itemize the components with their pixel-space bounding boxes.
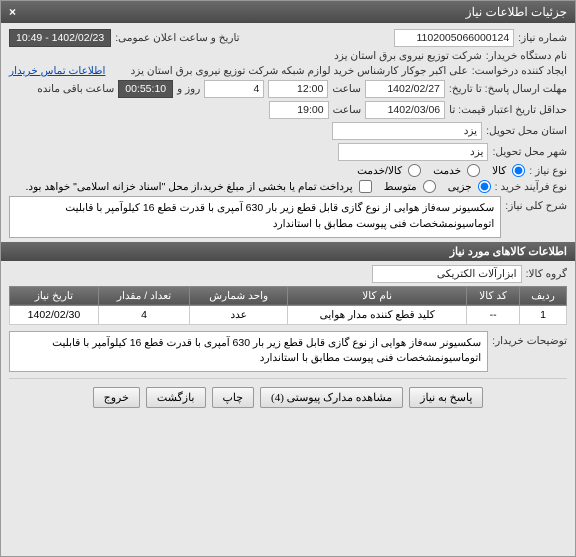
window: جزئیات اطلاعات نیاز × شماره نیاز: 110200… [0,0,576,557]
group-label: گروه کالا: [526,268,567,280]
creator-value: علی اکبر جوکار کارشناس خرید لوازم شبکه ش… [109,65,467,77]
col-row: ردیف [520,286,567,305]
window-title: جزئیات اطلاعات نیاز [466,5,567,19]
table-header-row: ردیف کد کالا نام کالا واحد شمارش تعداد /… [10,286,567,305]
group-value: ابزارآلات الکتریکی [372,265,522,283]
desc-value: سکسیونر سه‌فاز هوایی از نوع گازی قابل قط… [9,196,501,238]
loc-value: یزد [332,122,482,140]
type-both-label: کالا/خدمت [357,165,402,177]
print-button[interactable]: چاپ [212,387,255,408]
contact-link[interactable]: اطلاعات تماس خریدار [9,65,105,77]
days-label: روز و [177,83,200,95]
need-no-label: شماره نیاز: [518,32,567,44]
proc-partial-label: جزیی [448,181,472,193]
deadline-hour: 12:00 [268,80,328,98]
need-no-value: 1102005066000124 [394,29,514,47]
remain-label: ساعت باقی مانده [37,83,114,95]
cell-row: 1 [520,305,567,324]
hour-label-1: ساعت [332,83,361,95]
table-row[interactable]: 1 -- کلید قطع کننده مدار هوایی عدد 4 140… [10,305,567,324]
back-button[interactable]: بازگشت [146,387,206,408]
type-goods-radio[interactable] [512,164,525,177]
proc-medium-label: متوسط [384,181,417,193]
attach-button[interactable]: مشاهده مدارک پیوستی (4) [260,387,403,408]
col-date: تاریخ نیاز [10,286,99,305]
cell-name: کلید قطع کننده مدار هوایی [288,305,467,324]
proc-medium-radio[interactable] [423,180,436,193]
items-table: ردیف کد کالا نام کالا واحد شمارش تعداد /… [9,286,567,325]
pay-note: پرداخت تمام یا بخشی از مبلغ خرید،از محل … [26,181,353,193]
deadline-label: مهلت ارسال پاسخ: تا تاریخ: [449,83,567,95]
buyer-note-value: سکسیونر سه‌فاز هوایی از نوع گازی قابل قط… [9,331,488,373]
deadline-date: 1402/02/27 [365,80,445,98]
type-service-label: خدمت [433,165,461,177]
cell-unit: عدد [190,305,288,324]
titlebar: جزئیات اطلاعات نیاز × [1,1,575,23]
button-bar: پاسخ به نیاز مشاهده مدارک پیوستی (4) چاپ… [9,378,567,412]
col-unit: واحد شمارش [190,286,288,305]
proc-partial-radio[interactable] [478,180,491,193]
city-label: شهر محل تحویل: [492,146,567,158]
announce-label: تاریخ و ساعت اعلان عمومی: [115,32,239,44]
type-service-radio[interactable] [467,164,480,177]
cell-code: -- [467,305,520,324]
valid-hour: 19:00 [269,101,329,119]
org-label: نام دستگاه خریدار: [486,50,567,62]
desc-label: شرح کلی نیاز: [505,196,567,212]
col-name: نام کالا [288,286,467,305]
proc-label: نوع فرآیند خرید : [495,181,567,193]
col-qty: تعداد / مقدار [98,286,189,305]
hour-label-2: ساعت [333,104,362,116]
cell-date: 1402/02/30 [10,305,99,324]
buyer-note-label: توضیحات خریدار: [492,331,567,347]
announce-value: 1402/02/23 - 10:49 [9,29,111,47]
content-area: شماره نیاز: 1102005066000124 تاریخ و ساع… [1,23,575,418]
exit-button[interactable]: خروج [93,387,140,408]
pay-checkbox[interactable] [359,180,372,193]
org-value: شرکت توزیع نیروی برق استان یزد [334,50,482,62]
type-label: نوع نیاز : [529,165,567,177]
close-icon[interactable]: × [9,5,16,19]
type-goods-label: کالا [492,165,506,177]
remain-value: 00:55:10 [118,80,173,98]
loc-label: استان محل تحویل: [486,125,567,137]
col-code: کد کالا [467,286,520,305]
reply-button[interactable]: پاسخ به نیاز [409,387,483,408]
cell-qty: 4 [98,305,189,324]
creator-label: ایجاد کننده درخواست: [472,65,567,77]
items-header: اطلاعات کالاهای مورد نیاز [1,242,575,261]
type-both-radio[interactable] [408,164,421,177]
valid-label: حداقل تاریخ اعتبار قیمت: تا [449,104,567,116]
valid-date: 1402/03/06 [365,101,445,119]
days-value: 4 [204,80,264,98]
city-value: یزد [338,143,488,161]
